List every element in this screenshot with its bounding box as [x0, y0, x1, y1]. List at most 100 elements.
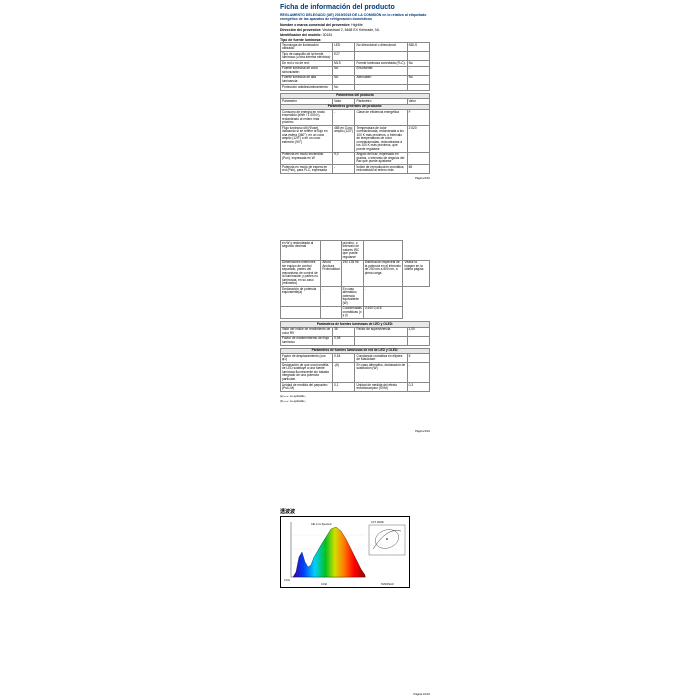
table-cell: En caso afirmativo, declaración de susti…: [355, 363, 407, 383]
spectrum-title: 透波波: [280, 508, 410, 515]
table-cell: Tipo de casquillo de la fuente luminosa …: [281, 52, 333, 61]
address-label: Dirección del proveedor:: [280, 28, 321, 32]
table-cell: No: [333, 66, 355, 75]
table-cell: Índice de reproducción cromática, redond…: [355, 165, 407, 174]
table-cell: 0,440 0,415: [363, 306, 403, 319]
table-cell: -: [363, 287, 403, 307]
table-cell: -: [333, 165, 355, 174]
cont-right: próximo, o intervalo de valores IRC que …: [341, 241, 363, 261]
model-row: Identificador del modelo: 30181: [280, 33, 430, 37]
table-cell: 485 en Cono amplio (120°): [333, 126, 355, 153]
address-value: Vestastraat 2, 6468 EX Kerkrade, NL: [322, 28, 379, 32]
table-cell: Atenuable:: [355, 75, 407, 84]
table-cell: Constancia cromática en elipses de MacAd…: [355, 354, 407, 363]
table-cell: -: [333, 110, 355, 126]
table-cell: NDLS: [407, 43, 429, 52]
table-cell: Declaración de potencia equivalente(a): [281, 287, 321, 307]
footnote-a: (a) «-»: no aplicable;: [280, 394, 430, 398]
table-cell: [321, 306, 341, 319]
table-cell: 0,1: [333, 383, 355, 392]
table-cell: 9,0: [333, 152, 355, 165]
table-source-type: Tecnología de iluminación utilizada:LEDN…: [280, 42, 430, 90]
table-cell: 1,00: [407, 327, 429, 336]
footnote-b: (b) «-»: no aplicable;: [280, 399, 430, 403]
supplier-label: Nombre o marca comercial del proveedor:: [280, 23, 350, 27]
supplier-row: Nombre o marca comercial del proveedor: …: [280, 23, 430, 27]
table-cell: -: [321, 287, 341, 307]
table-led-oled: Parámetros de fuentes luminosas de LED y…: [280, 321, 430, 346]
table-cell: No: [407, 75, 429, 84]
svg-text:SVM/PstLM: SVM/PstLM: [381, 583, 394, 586]
page-number-3: Página 10/10: [280, 692, 430, 696]
table-cell: Temperatura de color correlacionada, red…: [355, 126, 407, 153]
table-cell: Valor del índice de rendimiento de color…: [281, 327, 333, 336]
supplier-value: Highlite: [351, 23, 363, 27]
table-cell: No: [333, 85, 355, 91]
spectrum-svg: CIE 1 nm Spectrum CCT: 2620K 0,011 0,010…: [281, 517, 409, 587]
table-cell: No: [333, 75, 355, 84]
svg-text:CCT: 2620K: CCT: 2620K: [371, 521, 384, 524]
table-cell: Dimensiones exteriores sin equipo de con…: [281, 260, 321, 287]
table-cell: Unidad de medida del efecto estroboscópi…: [355, 383, 407, 392]
table-cell: Protección antideslumbramiento:: [281, 85, 333, 91]
table-cell: No direccional o direccional:: [355, 43, 407, 52]
table-cell: Tecnología de iluminación utilizada:: [281, 43, 333, 52]
table-cell: Ángulo del haz, expresado en grados, o i…: [355, 152, 407, 165]
model-value: 30181: [323, 33, 333, 37]
table-params: Parámetros del producto Parámetro Valor …: [280, 93, 430, 175]
table-cell: 5: [407, 354, 429, 363]
table-cell: Envolvente:: [355, 66, 407, 75]
table-cell: -(b): [333, 363, 355, 383]
table-cell: [407, 336, 429, 345]
table-cell: [355, 336, 407, 345]
table-led-oled-net: Parámetros de fuentes luminosas de red d…: [280, 348, 430, 392]
address-row: Dirección del proveedor: Vestastraat 2, …: [280, 28, 430, 32]
table-cell: [407, 85, 429, 91]
regulation-text: REGLAMENTO DELEGADO (UE) 2019/2015 DE LA…: [280, 13, 430, 21]
table-cell: E27: [333, 52, 355, 61]
table-cell: Declaración de que una bombilla de LED s…: [281, 363, 333, 383]
table-cell: 38: [333, 327, 355, 336]
table-cell: Unidad de medida del parpadeo (Pst LM): [281, 383, 333, 392]
table-cell: [407, 52, 429, 61]
page-title: Ficha de información del producto: [280, 4, 430, 11]
table-cell: Potencia en modo de espera en red (Psb),…: [281, 165, 333, 174]
cont-left: en W y redondeada al segundo decimal: [281, 241, 321, 261]
svg-text:0,010: 0,010: [321, 583, 328, 586]
table-cell: 0,98: [333, 336, 355, 345]
table-cell: En caso afirmativo, potencia equivalente…: [341, 287, 363, 307]
table-cell: [355, 85, 407, 91]
table-cell: -: [407, 152, 429, 165]
table-cell: 0,3: [407, 383, 429, 392]
table-cell: Factor de mantenimiento del flujo lumino…: [281, 336, 333, 345]
table-cell: [355, 52, 407, 61]
table-cell: Factor de supervivencia: [355, 327, 407, 336]
table-cell: Fuente luminosa de alta luminancia:: [281, 75, 333, 84]
table-cell: LED: [333, 43, 355, 52]
table-cell: F: [407, 110, 429, 126]
page-number-1: Página 8/10: [280, 176, 430, 180]
table-cell: Véase la imagen en la última página: [403, 260, 430, 287]
table-cell: Altura Anchura Profundidad: [321, 260, 341, 287]
table-cell: Fuente luminosa de color sintonizable:: [281, 66, 333, 75]
model-label: Identificador del modelo:: [280, 33, 322, 37]
table-cell: [281, 306, 321, 319]
table-cell: Factor de desplazamiento (cos φ1): [281, 354, 333, 363]
table-cell: Potencia en modo encendido (Pon), expres…: [281, 152, 333, 165]
table-cell: 2 620: [407, 126, 429, 153]
page-number-2: Página 9/10: [280, 429, 430, 433]
spectrum-block: 透波波: [280, 508, 410, 588]
table-cell: Distribución espectral de la potencia en…: [363, 260, 403, 287]
table-cell: Flujo luminoso útil (Φuse), indicando si…: [281, 126, 333, 153]
table-cell: Consumo de energía en modo encendido (kW…: [281, 110, 333, 126]
spectrum-chart: CIE 1 nm Spectrum CCT: 2620K 0,011 0,010…: [280, 516, 410, 588]
svg-text:0,011: 0,011: [284, 579, 290, 582]
table-cell: Coordenadas cromáticas (x y y): [341, 306, 363, 319]
table-cell: Clase de eficiencia energética: [355, 110, 407, 126]
table-cell: -: [407, 66, 429, 75]
table-cell: 65: [407, 165, 429, 174]
table-continuation: en W y redondeada al segundo decimal pró…: [280, 240, 430, 319]
table-cell: -: [407, 363, 429, 383]
table-cell: 0,54: [333, 354, 355, 363]
table-cell: 190 135 95: [341, 260, 363, 287]
